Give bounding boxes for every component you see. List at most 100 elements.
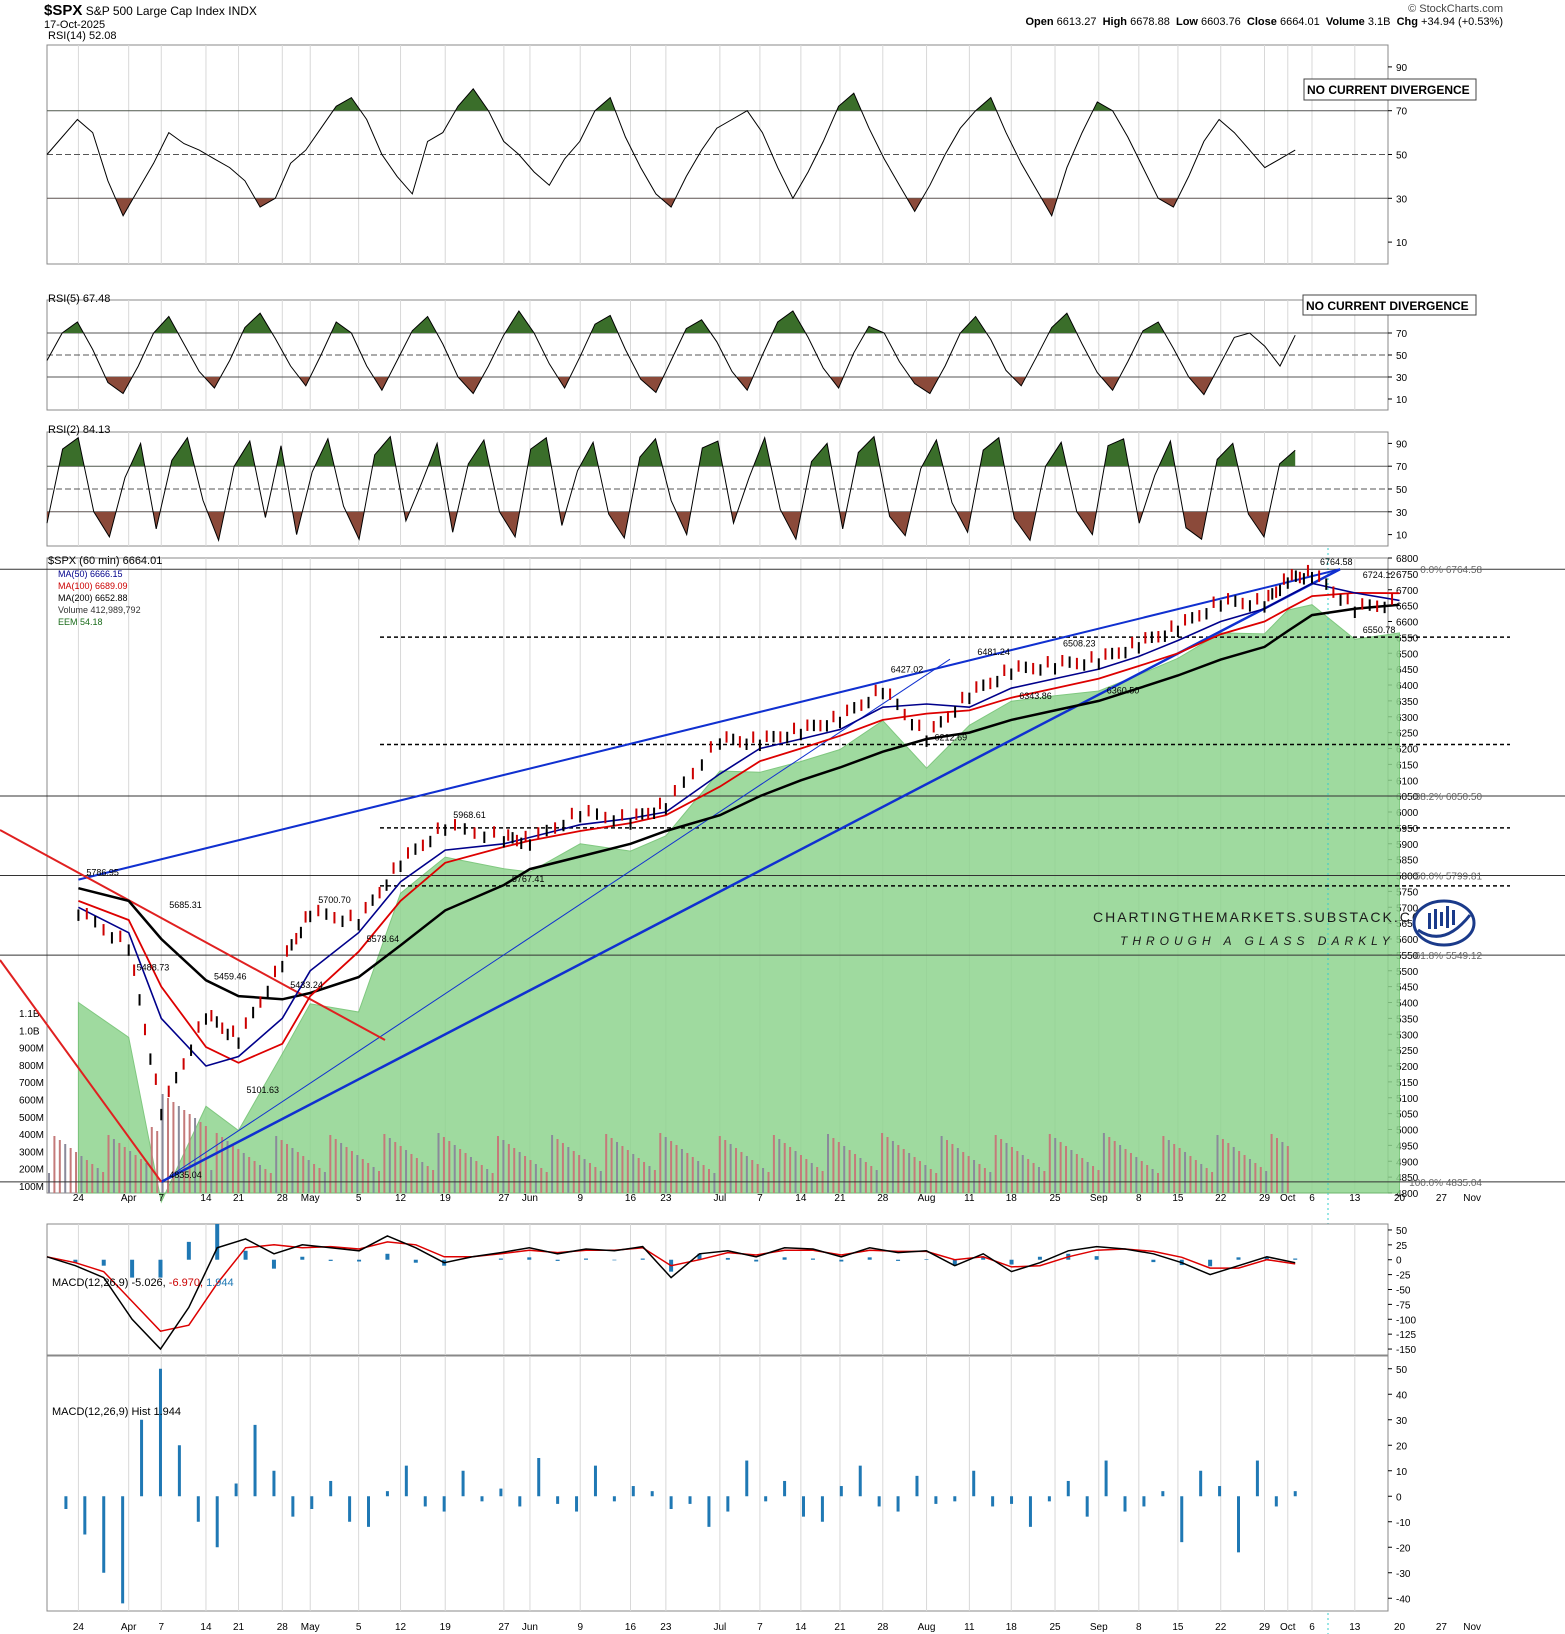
price-date-label: 15 <box>1172 1193 1184 1204</box>
rsi14-tick-label: 10 <box>1396 238 1408 249</box>
price-tick-label: 5450 <box>1396 983 1419 994</box>
price-annotation: 6360.50 <box>1107 686 1140 696</box>
rsi2-overbought-fill <box>47 436 1296 467</box>
hist-date-label: Apr <box>121 1622 137 1633</box>
rsi14-tick-label: 50 <box>1396 151 1408 162</box>
price-tick-label: 5950 <box>1396 824 1419 835</box>
price-tick-label: 5650 <box>1396 919 1419 930</box>
rsi14-tick-label: 30 <box>1396 194 1408 205</box>
price-date-label: Sep <box>1090 1193 1108 1204</box>
price-date-label: 20 <box>1394 1193 1406 1204</box>
hist-date-label: 28 <box>277 1622 289 1633</box>
price-date-label: 24 <box>73 1193 85 1204</box>
price-tick-label: 5100 <box>1396 1094 1419 1105</box>
open-label: Open <box>1025 16 1054 28</box>
rsi5-note-text: NO CURRENT DIVERGENCE <box>1306 299 1469 313</box>
rsi2-legend: RSI(2) 84.13 <box>48 424 110 436</box>
high-value: 6678.88 <box>1130 16 1170 28</box>
price-date-label: 27 <box>498 1193 510 1204</box>
price-date-label: Jun <box>522 1193 538 1204</box>
hist-tick-label: 10 <box>1396 1467 1408 1478</box>
price-date-label: Aug <box>918 1193 936 1204</box>
open-value: 6613.27 <box>1056 16 1097 28</box>
rsi14-legend: RSI(14) 52.08 <box>48 30 116 42</box>
fib-label: 50.0% 5799.81 <box>1415 872 1483 883</box>
hist-date-label: Jul <box>713 1622 726 1633</box>
price-tick-label: 6800 <box>1396 554 1419 565</box>
rsi5-note: NO CURRENT DIVERGENCE <box>1302 294 1477 316</box>
price-tick-label: 4950 <box>1396 1141 1419 1152</box>
price-annotation: 5767.41 <box>512 874 545 884</box>
rsi14-panel[interactable]: 90 70 50 30 10 <box>46 44 1408 265</box>
hist-tick-label: -40 <box>1396 1594 1411 1605</box>
price-tick-label: 6400 <box>1396 681 1419 692</box>
price-annotation: 6427.02 <box>891 664 924 674</box>
price-tick-label: 5800 <box>1396 872 1419 883</box>
ohlc-readout: Open 6613.27 High 6678.88 Low 6603.76 Cl… <box>1025 16 1503 28</box>
fib-label: 38.2% 6050.50 <box>1415 792 1483 803</box>
trendline-lower <box>160 568 1341 1183</box>
rsi14-tick-label: 70 <box>1396 107 1408 118</box>
price-date-label: 7 <box>158 1193 164 1204</box>
volume-tick-label: 900M <box>19 1044 44 1055</box>
hist-date-label: 9 <box>577 1622 583 1633</box>
price-tick-label: 5150 <box>1396 1078 1419 1089</box>
fib-label: 0.0% 6764.58 <box>1420 565 1482 576</box>
trendline-thin <box>160 658 951 1183</box>
macd-panel[interactable]: 50 25 0 -25 -50 -75 -100 -125 -150 <box>46 1223 1416 1356</box>
macd-tick-label: -100 <box>1396 1315 1416 1326</box>
hist-date-label: 8 <box>1136 1622 1142 1633</box>
macd-tick-label: -150 <box>1396 1345 1416 1356</box>
rsi2-panel[interactable]: 90 70 50 30 10 <box>46 431 1408 547</box>
volume-tick-label: 300M <box>19 1147 44 1158</box>
macd-legend-name: MACD(12,26,9) <box>52 1277 128 1289</box>
low-value: 6603.76 <box>1201 16 1241 28</box>
macd-line <box>46 1235 1296 1351</box>
hist-date-label: 20 <box>1394 1622 1406 1633</box>
downtrend-line-2 <box>0 959 163 1183</box>
macd-tick-label: 25 <box>1396 1241 1408 1252</box>
volume-tick-label: 1.1B <box>19 1009 40 1020</box>
watermark-line2: THROUGH A GLASS DARKLY <box>1120 934 1395 948</box>
rsi2-line <box>46 435 1296 543</box>
rsi5-line <box>46 310 1296 396</box>
hist-date-label: 13 <box>1349 1622 1361 1633</box>
macd-histogram-panel[interactable]: 50 40 30 20 10 0 -10 -20 -30 -40 <box>46 1355 1411 1612</box>
low-label: Low <box>1175 16 1198 28</box>
macd-signal-line <box>46 1241 1296 1333</box>
hist-date-label: 18 <box>1006 1622 1018 1633</box>
rsi2-tick-label: 50 <box>1396 485 1408 496</box>
price-date-label: 5 <box>356 1193 362 1204</box>
price-annotation: 5968.61 <box>453 810 486 820</box>
macd-tick-label: -125 <box>1396 1330 1416 1341</box>
hist-date-label: Aug <box>918 1622 936 1633</box>
hist-tick-label: -30 <box>1396 1569 1411 1580</box>
volume-tick-label: 500M <box>19 1113 44 1124</box>
volume-tick-label: 100M <box>19 1182 44 1193</box>
fib-label: 100.0% 4835.04 <box>1409 1178 1482 1189</box>
macd-hist-value: 1.944 <box>206 1277 234 1289</box>
hist-legend: MACD(12,26,9) Hist 1.944 <box>52 1406 181 1418</box>
price-tick-label: 6500 <box>1396 649 1419 660</box>
rsi2-tick-label: 30 <box>1396 508 1408 519</box>
price-annotation: 4835.04 <box>169 1170 202 1180</box>
volume-tick-label: 200M <box>19 1165 44 1176</box>
price-date-label: 8 <box>1136 1193 1142 1204</box>
hist-date-label: 15 <box>1172 1622 1184 1633</box>
rsi2-tick-label: 90 <box>1396 439 1408 450</box>
brand-label[interactable]: © StockCharts.com <box>1408 3 1503 15</box>
price-tick-label: 5850 <box>1396 856 1419 867</box>
hist-date-label: 16 <box>625 1622 637 1633</box>
price-panel[interactable]: 6800675067006650660065506500645064006350… <box>0 548 1565 1634</box>
rsi5-tick-label: 10 <box>1396 395 1408 406</box>
volume-legend: Volume 412,989,792 <box>58 605 141 615</box>
hist-date-label: 29 <box>1259 1622 1271 1633</box>
high-label: High <box>1102 16 1128 28</box>
price-annotation: 5578.64 <box>367 934 400 944</box>
chart-title: $SPX S&P 500 Large Cap Index INDX <box>44 2 257 19</box>
price-date-label: 21 <box>233 1193 245 1204</box>
price-date-label: 14 <box>200 1193 212 1204</box>
macd-tick-label: -25 <box>1396 1271 1411 1282</box>
